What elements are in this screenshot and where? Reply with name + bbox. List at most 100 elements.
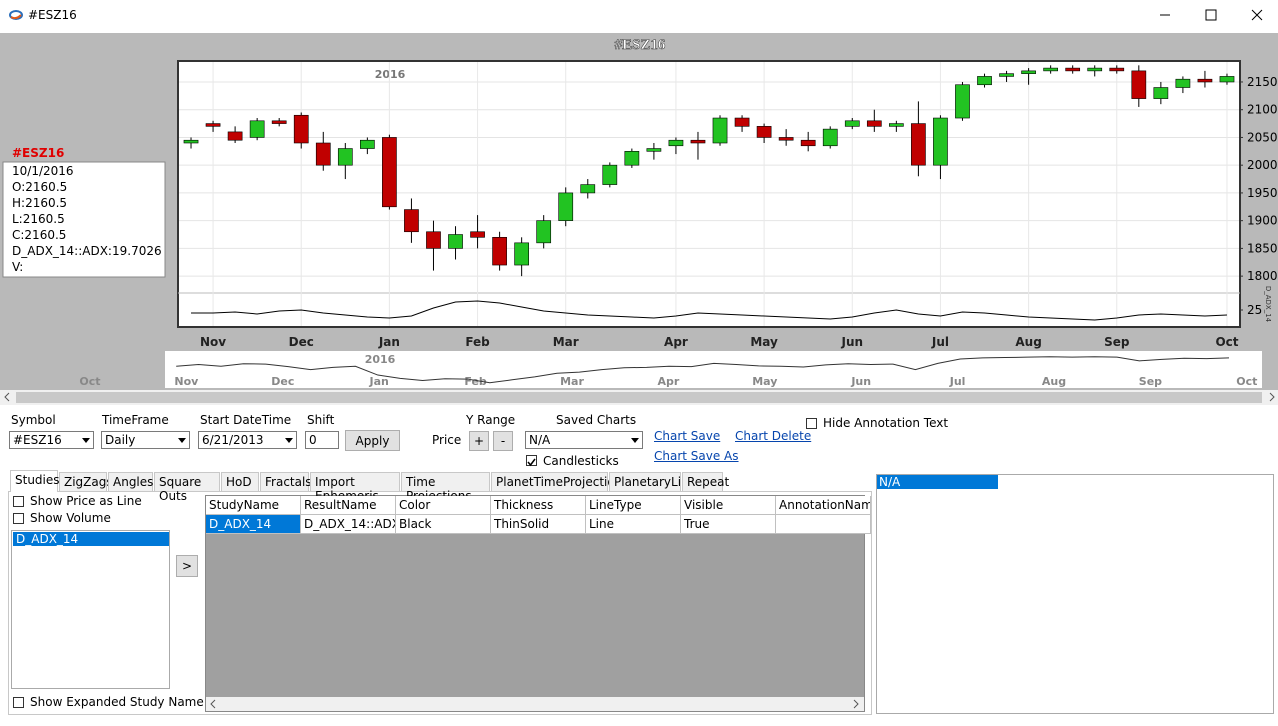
start-label: Start DateTime [200,413,292,427]
grid-scrollbar[interactable] [206,697,864,711]
candle-body [1153,87,1169,99]
x-tick-label: May [750,335,778,349]
candle-body [624,151,640,166]
grid-header: Visible [681,496,776,515]
y-tick-label: 1850 [1247,241,1278,255]
symbol-value: #ESZ16 [13,433,62,447]
tab[interactable]: PlanetTimeProjections [491,472,629,491]
grid-header: StudyName [206,496,301,515]
candle-body [404,209,419,233]
plus-button[interactable]: + [469,431,489,451]
window-controls[interactable] [1150,4,1275,26]
saved-select[interactable]: N/A [525,431,643,449]
navigator-label: Dec [271,375,294,388]
grid-cell[interactable]: Black [396,515,491,534]
y-tick-label: 2150 [1247,75,1278,89]
candle-body [1021,70,1036,74]
info-line: C:2160.5 [12,228,66,242]
candle-body [205,123,221,127]
candle-body [382,137,397,208]
candle-body [690,139,706,144]
navigator-label: Jul [949,375,966,388]
candle-body [1087,67,1103,72]
candle-body [1065,67,1081,72]
timeframe-label: TimeFrame [102,413,169,427]
candle-body [580,184,596,194]
grid-header: Color [396,496,491,515]
tab[interactable]: HoD [221,472,259,491]
grid-cell[interactable] [776,515,871,534]
study-list-item[interactable]: D_ADX_14 [13,532,169,546]
right-panel [876,474,1274,714]
grid-cell[interactable]: Line [586,515,681,534]
navigator-year: 2016 [365,353,396,366]
tab[interactable]: PlanetaryLines [609,472,702,491]
shift-label: Shift [307,413,335,427]
x-tick-label: Apr [664,335,688,349]
chart-delete-link[interactable]: Chart Delete [735,429,812,443]
price-line-checkbox[interactable] [13,496,24,507]
adx-line [191,300,1228,321]
timeframe-select[interactable]: Daily [101,431,190,449]
tab[interactable]: Studies [10,470,60,492]
tab[interactable]: Angles [108,472,153,491]
x-tick-label: Feb [465,335,490,349]
candle-body [1197,78,1213,83]
y-tick-label: 1950 [1247,186,1278,200]
grid-cell[interactable]: D_ADX_14 [206,515,301,534]
navigator-line [176,356,1230,384]
grid-cell[interactable]: True [681,515,776,534]
x-tick-label: Sep [1104,335,1130,349]
navigator-label: Jun [850,375,871,388]
candle-body [734,117,750,127]
candle-body [183,139,199,144]
chart-save-as-link[interactable]: Chart Save As [654,449,739,463]
expanded-checkbox[interactable] [13,697,24,708]
indicator-label: D_ADX_14 [1264,286,1272,323]
info-line: D_ADX_14::ADX:19.7026 [12,244,162,258]
navigator-label: Nov [174,375,199,388]
tab[interactable]: ZigZags [59,472,113,491]
candle-body [558,192,574,221]
tab[interactable]: Import Ephemeris [310,472,400,503]
scroll-arrows[interactable] [4,392,1275,402]
candlesticks-checkbox[interactable] [526,455,537,467]
study-list [11,530,170,689]
scroll-thumb[interactable] [16,392,1262,403]
candle-body [470,231,485,238]
symbol-select[interactable]: #ESZ16 [9,431,94,449]
hide-annotation-checkbox[interactable] [806,418,817,429]
right-panel-item[interactable]: N/A [877,475,998,489]
saved-value: N/A [529,433,551,447]
candle-body [249,120,265,138]
candle-body [514,242,529,266]
tab[interactable]: Fractals [260,472,312,491]
grid-cell[interactable]: ThinSolid [491,515,586,534]
price-line-label: Show Price as Line [30,494,142,508]
timeframe-value: Daily [105,433,136,447]
shift-input[interactable]: 0 [305,431,339,449]
candle-body [911,123,926,166]
volume-checkbox[interactable] [13,513,24,524]
add-study-button[interactable]: > [176,555,198,577]
y-tick-label: 2100 [1247,103,1278,117]
grid-cell[interactable]: D_ADX_14::ADX [301,515,396,534]
chart-save-link[interactable]: Chart Save [654,429,721,443]
candle-body [933,117,948,166]
minus-button[interactable]: - [493,431,513,451]
tab[interactable]: Square Outs [154,472,220,503]
start-select[interactable]: 6/21/2013 [198,431,297,449]
candle-body [999,73,1014,77]
navigator-label: Jan [369,375,389,388]
info-line: V: [12,260,23,274]
navigator-label: May [752,375,777,388]
apply-button[interactable]: Apply [345,430,400,451]
grid-scroll-arrows[interactable] [206,697,864,711]
tab[interactable]: Repeat [682,472,729,491]
tab[interactable]: Time Projections [401,472,490,503]
candle-body [800,139,816,147]
info-line: O:2160.5 [12,180,67,194]
candle-body [536,220,552,244]
candle-body [844,120,860,127]
candle-body [293,114,309,144]
